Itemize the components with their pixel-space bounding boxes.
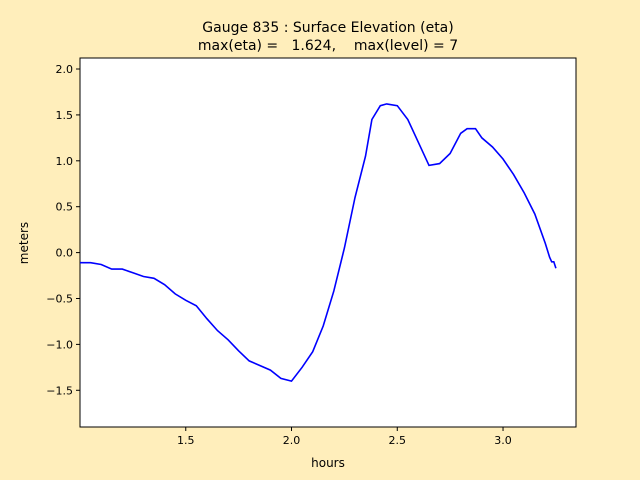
chart-title: Gauge 835 : Surface Elevation (eta) xyxy=(202,20,453,36)
y-tick-label: −0.5 xyxy=(46,292,73,305)
y-axis-label: meters xyxy=(17,222,31,264)
x-axis-label: hours xyxy=(311,456,345,470)
y-tick-label: 1.5 xyxy=(56,109,74,122)
x-tick-label: 3.0 xyxy=(494,434,512,447)
y-tick-label: −1.0 xyxy=(46,338,73,351)
x-axis: 1.5 2.0 2.5 3.0 xyxy=(177,427,512,447)
x-tick-label: 2.0 xyxy=(283,434,301,447)
y-tick-label: 0.5 xyxy=(56,201,74,214)
y-tick-label: −1.5 xyxy=(46,384,73,397)
y-tick-label: 1.0 xyxy=(56,155,74,168)
y-tick-label: 0.0 xyxy=(56,247,74,260)
chart-subtitle: max(eta) = 1.624, max(level) = 7 xyxy=(198,38,458,54)
series-line xyxy=(80,103,557,383)
y-axis: −1.5 −1.0 −0.5 0.0 0.5 1.0 1.5 2.0 xyxy=(46,63,80,397)
plot-area xyxy=(79,57,577,428)
x-tick-label: 1.5 xyxy=(177,434,195,447)
y-tick-label: 2.0 xyxy=(56,63,74,76)
x-tick-label: 2.5 xyxy=(389,434,407,447)
